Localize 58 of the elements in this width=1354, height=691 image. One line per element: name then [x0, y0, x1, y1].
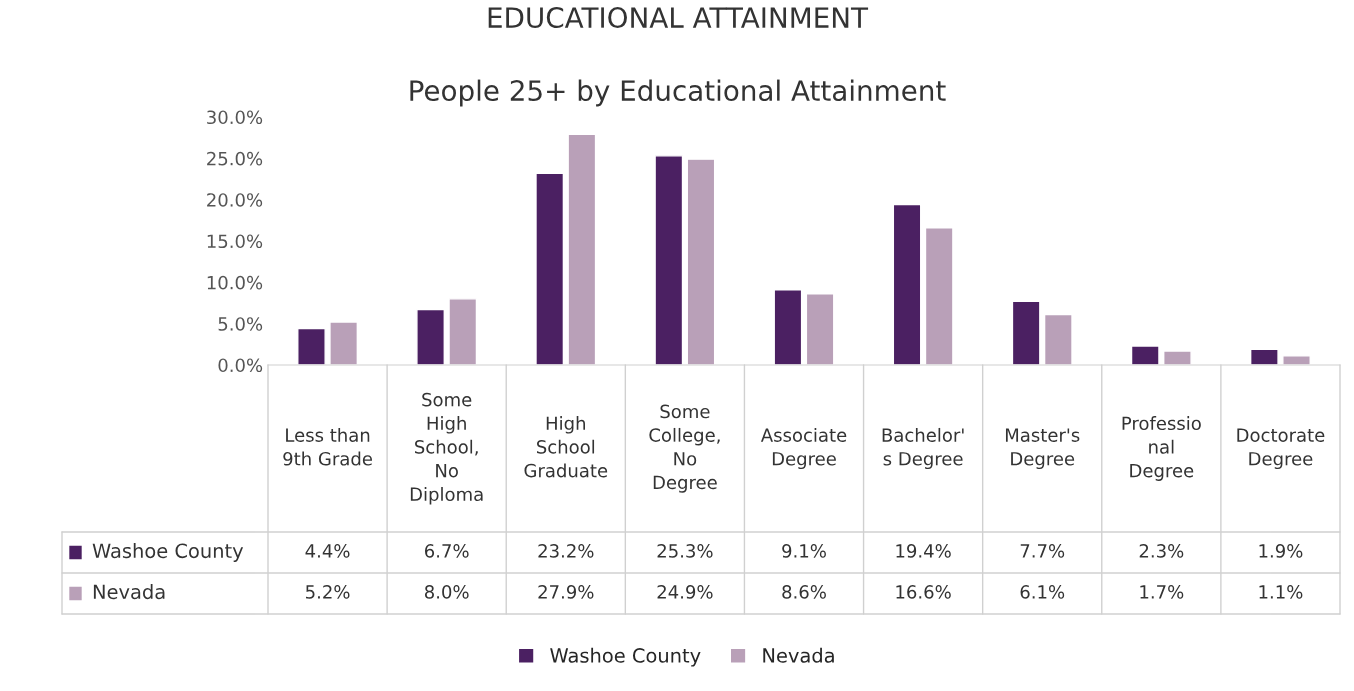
- bar: [448, 298, 478, 365]
- bar: [1163, 350, 1192, 365]
- y-tick-label: 30.0%: [207, 110, 263, 125]
- legend-label: Nevada: [93, 584, 165, 600]
- y-tick-label: 10.0%: [207, 275, 263, 290]
- data-label: 6.7%: [424, 544, 469, 558]
- bar: [567, 133, 597, 365]
- text: Washoe County: [550, 647, 701, 667]
- data-label: 5.2%: [306, 585, 350, 599]
- bar: [1043, 313, 1073, 365]
- bar: [297, 327, 326, 365]
- data-label: 2.3%: [1139, 544, 1184, 558]
- bar: [686, 158, 716, 365]
- data-label: 9.1%: [782, 544, 826, 558]
- y-tick-label: 15.0%: [207, 234, 263, 249]
- x-tick-label: Doctorate Degree: [1237, 428, 1325, 470]
- y-tick-label: 0.0%: [218, 358, 263, 373]
- data-label: 25.3%: [657, 544, 713, 558]
- data-label: 6.1%: [1020, 585, 1065, 599]
- data-label: 4.4%: [305, 544, 350, 558]
- bar: [892, 203, 922, 365]
- bar: [1130, 345, 1160, 365]
- bar: [805, 293, 835, 365]
- data-label: 8.0%: [424, 585, 469, 599]
- bar: [654, 155, 684, 365]
- data-label: 27.9%: [538, 585, 594, 599]
- x-tick-label: Some High School, No Diploma: [410, 392, 483, 505]
- bar: [329, 321, 359, 365]
- data-label: 24.9%: [657, 585, 713, 599]
- data-label: 23.2%: [538, 544, 594, 558]
- bar: [1011, 300, 1041, 365]
- data-label: 1.7%: [1140, 585, 1184, 599]
- x-tick-label: Professio nal Degree: [1122, 416, 1201, 481]
- x-tick-label: High School Graduate: [524, 416, 608, 478]
- data-label: 8.6%: [782, 585, 826, 599]
- data-label: 16.6%: [896, 585, 951, 599]
- y-tick-label: 20.0%: [207, 193, 263, 207]
- x-tick-label: Some College, No Degree: [649, 404, 720, 493]
- data-label: 7.7%: [1020, 544, 1065, 558]
- bar: [924, 227, 954, 365]
- x-tick-label: Less than 9th Grade: [283, 427, 372, 466]
- y-tick-label: 25.0%: [207, 151, 263, 166]
- x-tick-label: Associate Degree: [760, 427, 847, 470]
- x-tick-label: Bachelor' s Degree: [882, 427, 964, 470]
- x-tick-label: Master's Degree: [1005, 428, 1080, 470]
- chart-title: EDUCATIONAL ATTAINMENT: [488, 7, 869, 29]
- bar: [1249, 348, 1279, 365]
- bar: [773, 289, 803, 365]
- data-label: 19.4%: [896, 544, 951, 558]
- legend-label: Washoe County: [92, 543, 244, 562]
- y-tick-label: 5.0%: [218, 317, 263, 331]
- bar: [535, 172, 565, 365]
- bar: [416, 308, 445, 365]
- data-label: 1.1%: [1259, 585, 1303, 599]
- bar: [1282, 355, 1311, 365]
- chart-subtitle: People 25+ by Educational Attainment: [410, 79, 946, 107]
- data-label: 1.9%: [1259, 544, 1303, 558]
- text: Nevada: [763, 647, 834, 663]
